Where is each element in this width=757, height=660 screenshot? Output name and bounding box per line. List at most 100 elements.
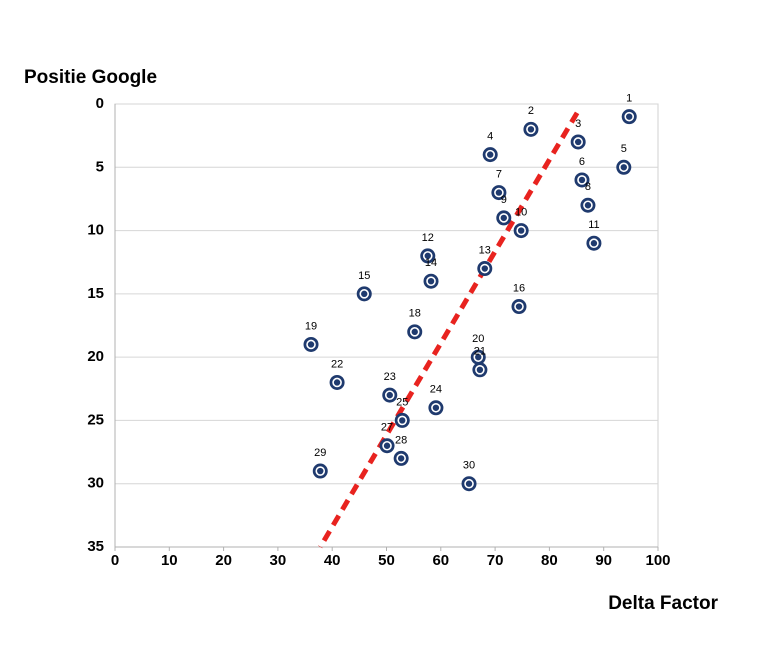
point-inner (332, 377, 342, 388)
x-tick-label: 70 (487, 552, 504, 569)
point-inner (514, 301, 524, 312)
y-tick-label: 25 (87, 411, 104, 428)
y-tick-label: 20 (87, 348, 104, 365)
point-label: 9 (501, 194, 507, 206)
x-tick-label: 90 (595, 552, 612, 569)
point (523, 121, 539, 137)
point (312, 463, 328, 479)
point-label: 20 (472, 333, 484, 345)
point (496, 210, 512, 226)
x-tick-label: 50 (378, 552, 395, 569)
point-inner (618, 162, 629, 173)
point (407, 324, 423, 340)
point-label: 1 (626, 93, 632, 105)
point-label: 27 (381, 422, 393, 434)
point-inner (494, 187, 504, 198)
point-label: 11 (588, 219, 599, 231)
point-inner (526, 124, 536, 135)
point-inner (359, 289, 370, 299)
y-tick-label: 30 (87, 475, 104, 492)
x-axis-title: Delta Factor (608, 593, 718, 614)
x-tick-label: 20 (215, 552, 232, 569)
point (482, 147, 498, 163)
point-label: 6 (579, 156, 585, 168)
x-tick-label: 60 (432, 552, 449, 569)
x-tick-label: 0 (111, 552, 119, 569)
point-label: 2 (528, 105, 534, 117)
x-tick-label: 80 (541, 552, 558, 569)
point-label: 23 (384, 371, 396, 383)
point (513, 223, 529, 239)
point-label: 22 (331, 358, 343, 370)
point-inner (426, 276, 436, 287)
point-label: 15 (358, 270, 370, 282)
point (428, 400, 444, 416)
point-label: 18 (409, 308, 421, 320)
y-tick-label: 35 (87, 538, 104, 555)
point-inner (624, 111, 635, 122)
point-inner (384, 390, 395, 400)
point-label: 25 (396, 396, 408, 408)
point (621, 109, 637, 125)
point-label: 13 (479, 244, 491, 256)
point-inner (422, 251, 433, 261)
point (477, 261, 493, 277)
point (472, 362, 488, 378)
trendline (318, 111, 580, 549)
point-label: 19 (305, 320, 317, 332)
point-label: 4 (487, 131, 493, 143)
point (491, 185, 507, 201)
point (393, 450, 409, 466)
point (616, 159, 632, 175)
point-inner (315, 466, 326, 476)
point (420, 248, 436, 264)
y-tick-label: 0 (96, 95, 104, 112)
point-inner (382, 440, 392, 451)
point-label: 24 (430, 384, 442, 396)
point-label: 5 (621, 143, 627, 155)
point (511, 299, 527, 315)
point-label: 12 (422, 232, 434, 244)
point (356, 286, 372, 302)
point-inner (306, 339, 316, 350)
point (580, 197, 596, 213)
point-inner (577, 175, 587, 185)
point-inner (498, 213, 509, 223)
point-inner (589, 238, 599, 249)
point (379, 438, 395, 454)
x-tick-label: 40 (324, 552, 341, 569)
point-inner (475, 364, 485, 375)
point (423, 273, 439, 289)
point-label: 29 (314, 447, 326, 459)
point-label: 21 (474, 346, 486, 358)
point-inner (516, 225, 526, 236)
point-label: 14 (425, 257, 437, 269)
point (570, 134, 586, 150)
x-tick-label: 100 (645, 552, 670, 569)
point (329, 374, 345, 390)
point-inner (396, 453, 406, 464)
x-tick-label: 10 (161, 552, 178, 569)
point-label: 3 (575, 118, 581, 130)
point-inner (573, 137, 583, 147)
point-label: 30 (463, 460, 475, 472)
point-label: 28 (395, 434, 407, 446)
x-tick-label: 30 (270, 552, 287, 569)
y-tick-label: 15 (87, 285, 104, 302)
point-label: 16 (513, 282, 525, 294)
y-tick-label: 5 (96, 158, 104, 175)
point-inner (485, 149, 496, 160)
point (574, 172, 590, 188)
point-label: 7 (496, 169, 502, 181)
point-inner (464, 478, 474, 489)
point-label: 10 (515, 206, 527, 218)
y-tick-label: 10 (87, 222, 104, 239)
point-inner (473, 352, 484, 362)
point (394, 412, 410, 428)
point-inner (397, 415, 408, 426)
point-inner (479, 263, 490, 274)
point (382, 387, 398, 403)
point (461, 476, 477, 492)
point-inner (583, 200, 593, 211)
